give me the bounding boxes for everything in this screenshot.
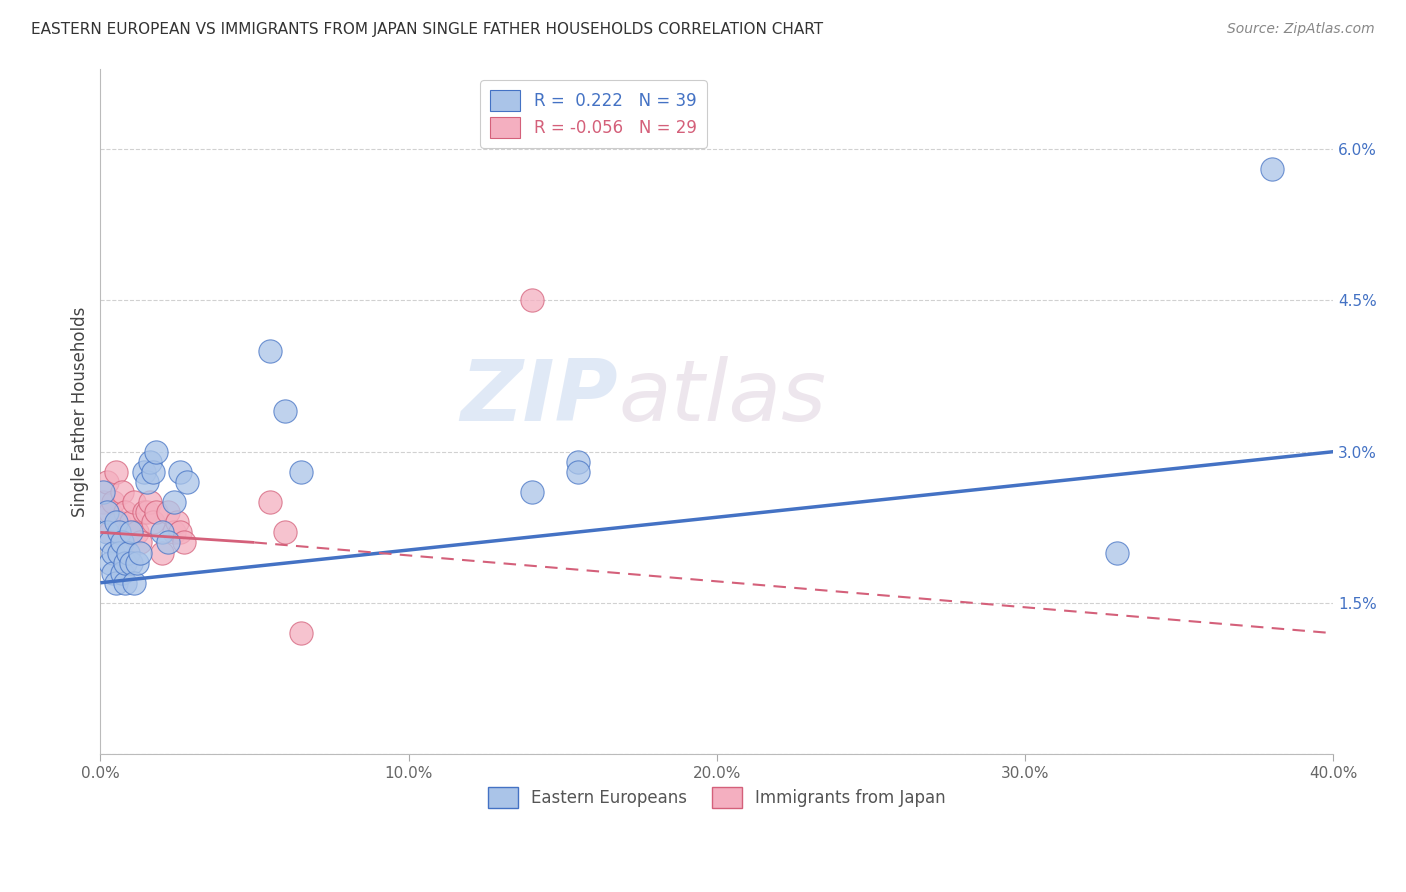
Point <box>138 495 160 509</box>
Point <box>142 516 165 530</box>
Point <box>111 535 134 549</box>
Point <box>93 485 115 500</box>
Point <box>129 545 152 559</box>
Point <box>145 505 167 519</box>
Point <box>166 516 188 530</box>
Point <box>142 465 165 479</box>
Point <box>169 525 191 540</box>
Text: atlas: atlas <box>619 356 827 439</box>
Point <box>122 495 145 509</box>
Point <box>104 575 127 590</box>
Point <box>104 516 127 530</box>
Point <box>98 556 121 570</box>
Point <box>145 444 167 458</box>
Point <box>274 525 297 540</box>
Point <box>290 626 312 640</box>
Point <box>150 525 173 540</box>
Point <box>127 556 149 570</box>
Point <box>120 516 142 530</box>
Point <box>108 525 131 540</box>
Point <box>520 293 543 308</box>
Point <box>98 505 121 519</box>
Point <box>101 495 124 509</box>
Point <box>290 465 312 479</box>
Point <box>163 495 186 509</box>
Point <box>101 566 124 580</box>
Point <box>96 505 118 519</box>
Point <box>173 535 195 549</box>
Point <box>108 516 131 530</box>
Point <box>129 535 152 549</box>
Point <box>104 465 127 479</box>
Point <box>98 535 121 549</box>
Point <box>96 475 118 489</box>
Point <box>567 455 589 469</box>
Y-axis label: Single Father Households: Single Father Households <box>72 306 89 516</box>
Point <box>111 485 134 500</box>
Point <box>120 525 142 540</box>
Point <box>114 575 136 590</box>
Point <box>176 475 198 489</box>
Point <box>101 545 124 559</box>
Point <box>157 505 180 519</box>
Point <box>157 535 180 549</box>
Point <box>117 545 139 559</box>
Point <box>163 525 186 540</box>
Point <box>108 545 131 559</box>
Point <box>96 525 118 540</box>
Point <box>114 556 136 570</box>
Point <box>259 343 281 358</box>
Point <box>132 505 155 519</box>
Text: Source: ZipAtlas.com: Source: ZipAtlas.com <box>1227 22 1375 37</box>
Point <box>111 566 134 580</box>
Point <box>169 465 191 479</box>
Point <box>135 505 157 519</box>
Text: EASTERN EUROPEAN VS IMMIGRANTS FROM JAPAN SINGLE FATHER HOUSEHOLDS CORRELATION C: EASTERN EUROPEAN VS IMMIGRANTS FROM JAPA… <box>31 22 823 37</box>
Point <box>1107 545 1129 559</box>
Point <box>259 495 281 509</box>
Legend: Eastern Europeans, Immigrants from Japan: Eastern Europeans, Immigrants from Japan <box>481 780 953 814</box>
Point <box>114 505 136 519</box>
Point <box>117 525 139 540</box>
Point <box>567 465 589 479</box>
Point <box>520 485 543 500</box>
Point <box>150 545 173 559</box>
Point <box>274 404 297 418</box>
Point <box>138 455 160 469</box>
Point <box>132 465 155 479</box>
Point <box>127 525 149 540</box>
Point <box>93 495 115 509</box>
Point <box>1260 162 1282 177</box>
Point <box>135 475 157 489</box>
Point <box>122 575 145 590</box>
Text: ZIP: ZIP <box>461 356 619 439</box>
Point <box>98 525 121 540</box>
Point <box>120 556 142 570</box>
